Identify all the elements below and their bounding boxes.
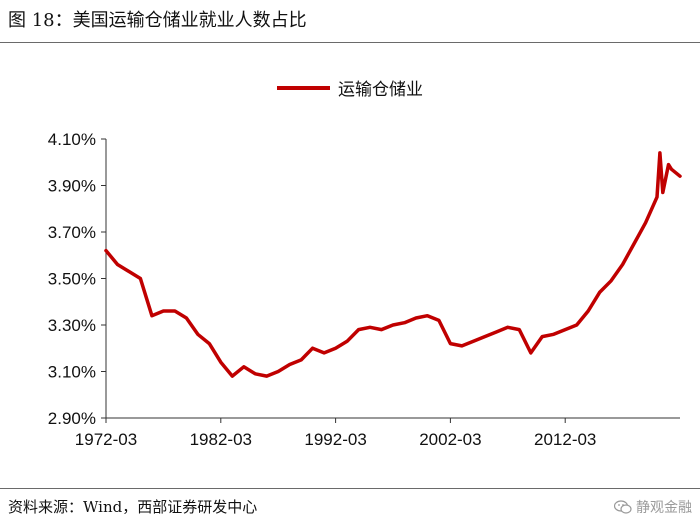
figure-title: 图 18：美国运输仓储业就业人数占比 bbox=[8, 10, 307, 31]
wechat-icon bbox=[614, 500, 632, 514]
x-tick-label: 2002-03 bbox=[419, 430, 481, 449]
y-tick-label: 2.90% bbox=[48, 409, 96, 428]
x-tick-label: 1992-03 bbox=[304, 430, 366, 449]
legend-label: 运输仓储业 bbox=[338, 80, 423, 100]
title-divider bbox=[0, 42, 700, 43]
x-tick-label: 1972-03 bbox=[75, 430, 137, 449]
y-tick-label: 3.10% bbox=[48, 363, 96, 382]
source-note: 资料来源：Wind，西部证券研发中心 bbox=[8, 498, 258, 516]
footer-divider bbox=[0, 488, 700, 489]
y-tick-label: 3.50% bbox=[48, 270, 96, 289]
y-tick-label: 3.30% bbox=[48, 316, 96, 335]
line-chart: 2.90% 3.10% 3.30% 3.50% 3.70% 3.90% 4.10% 1972-… bbox=[48, 80, 682, 449]
watermark-text: 静观金融 bbox=[636, 500, 692, 516]
x-tick-label: 1982-03 bbox=[190, 430, 252, 449]
y-tick-label: 3.70% bbox=[48, 223, 96, 242]
watermark: 静观金融 bbox=[614, 497, 692, 517]
y-tick-label: 4.10% bbox=[48, 130, 96, 149]
y-tick-label: 3.90% bbox=[48, 177, 96, 196]
series-line bbox=[104, 151, 682, 378]
x-tick-label: 2012-03 bbox=[534, 430, 596, 449]
